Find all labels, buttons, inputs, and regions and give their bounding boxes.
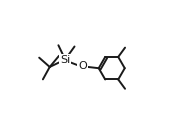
Text: Si: Si [60, 55, 70, 64]
Text: O: O [78, 61, 87, 71]
